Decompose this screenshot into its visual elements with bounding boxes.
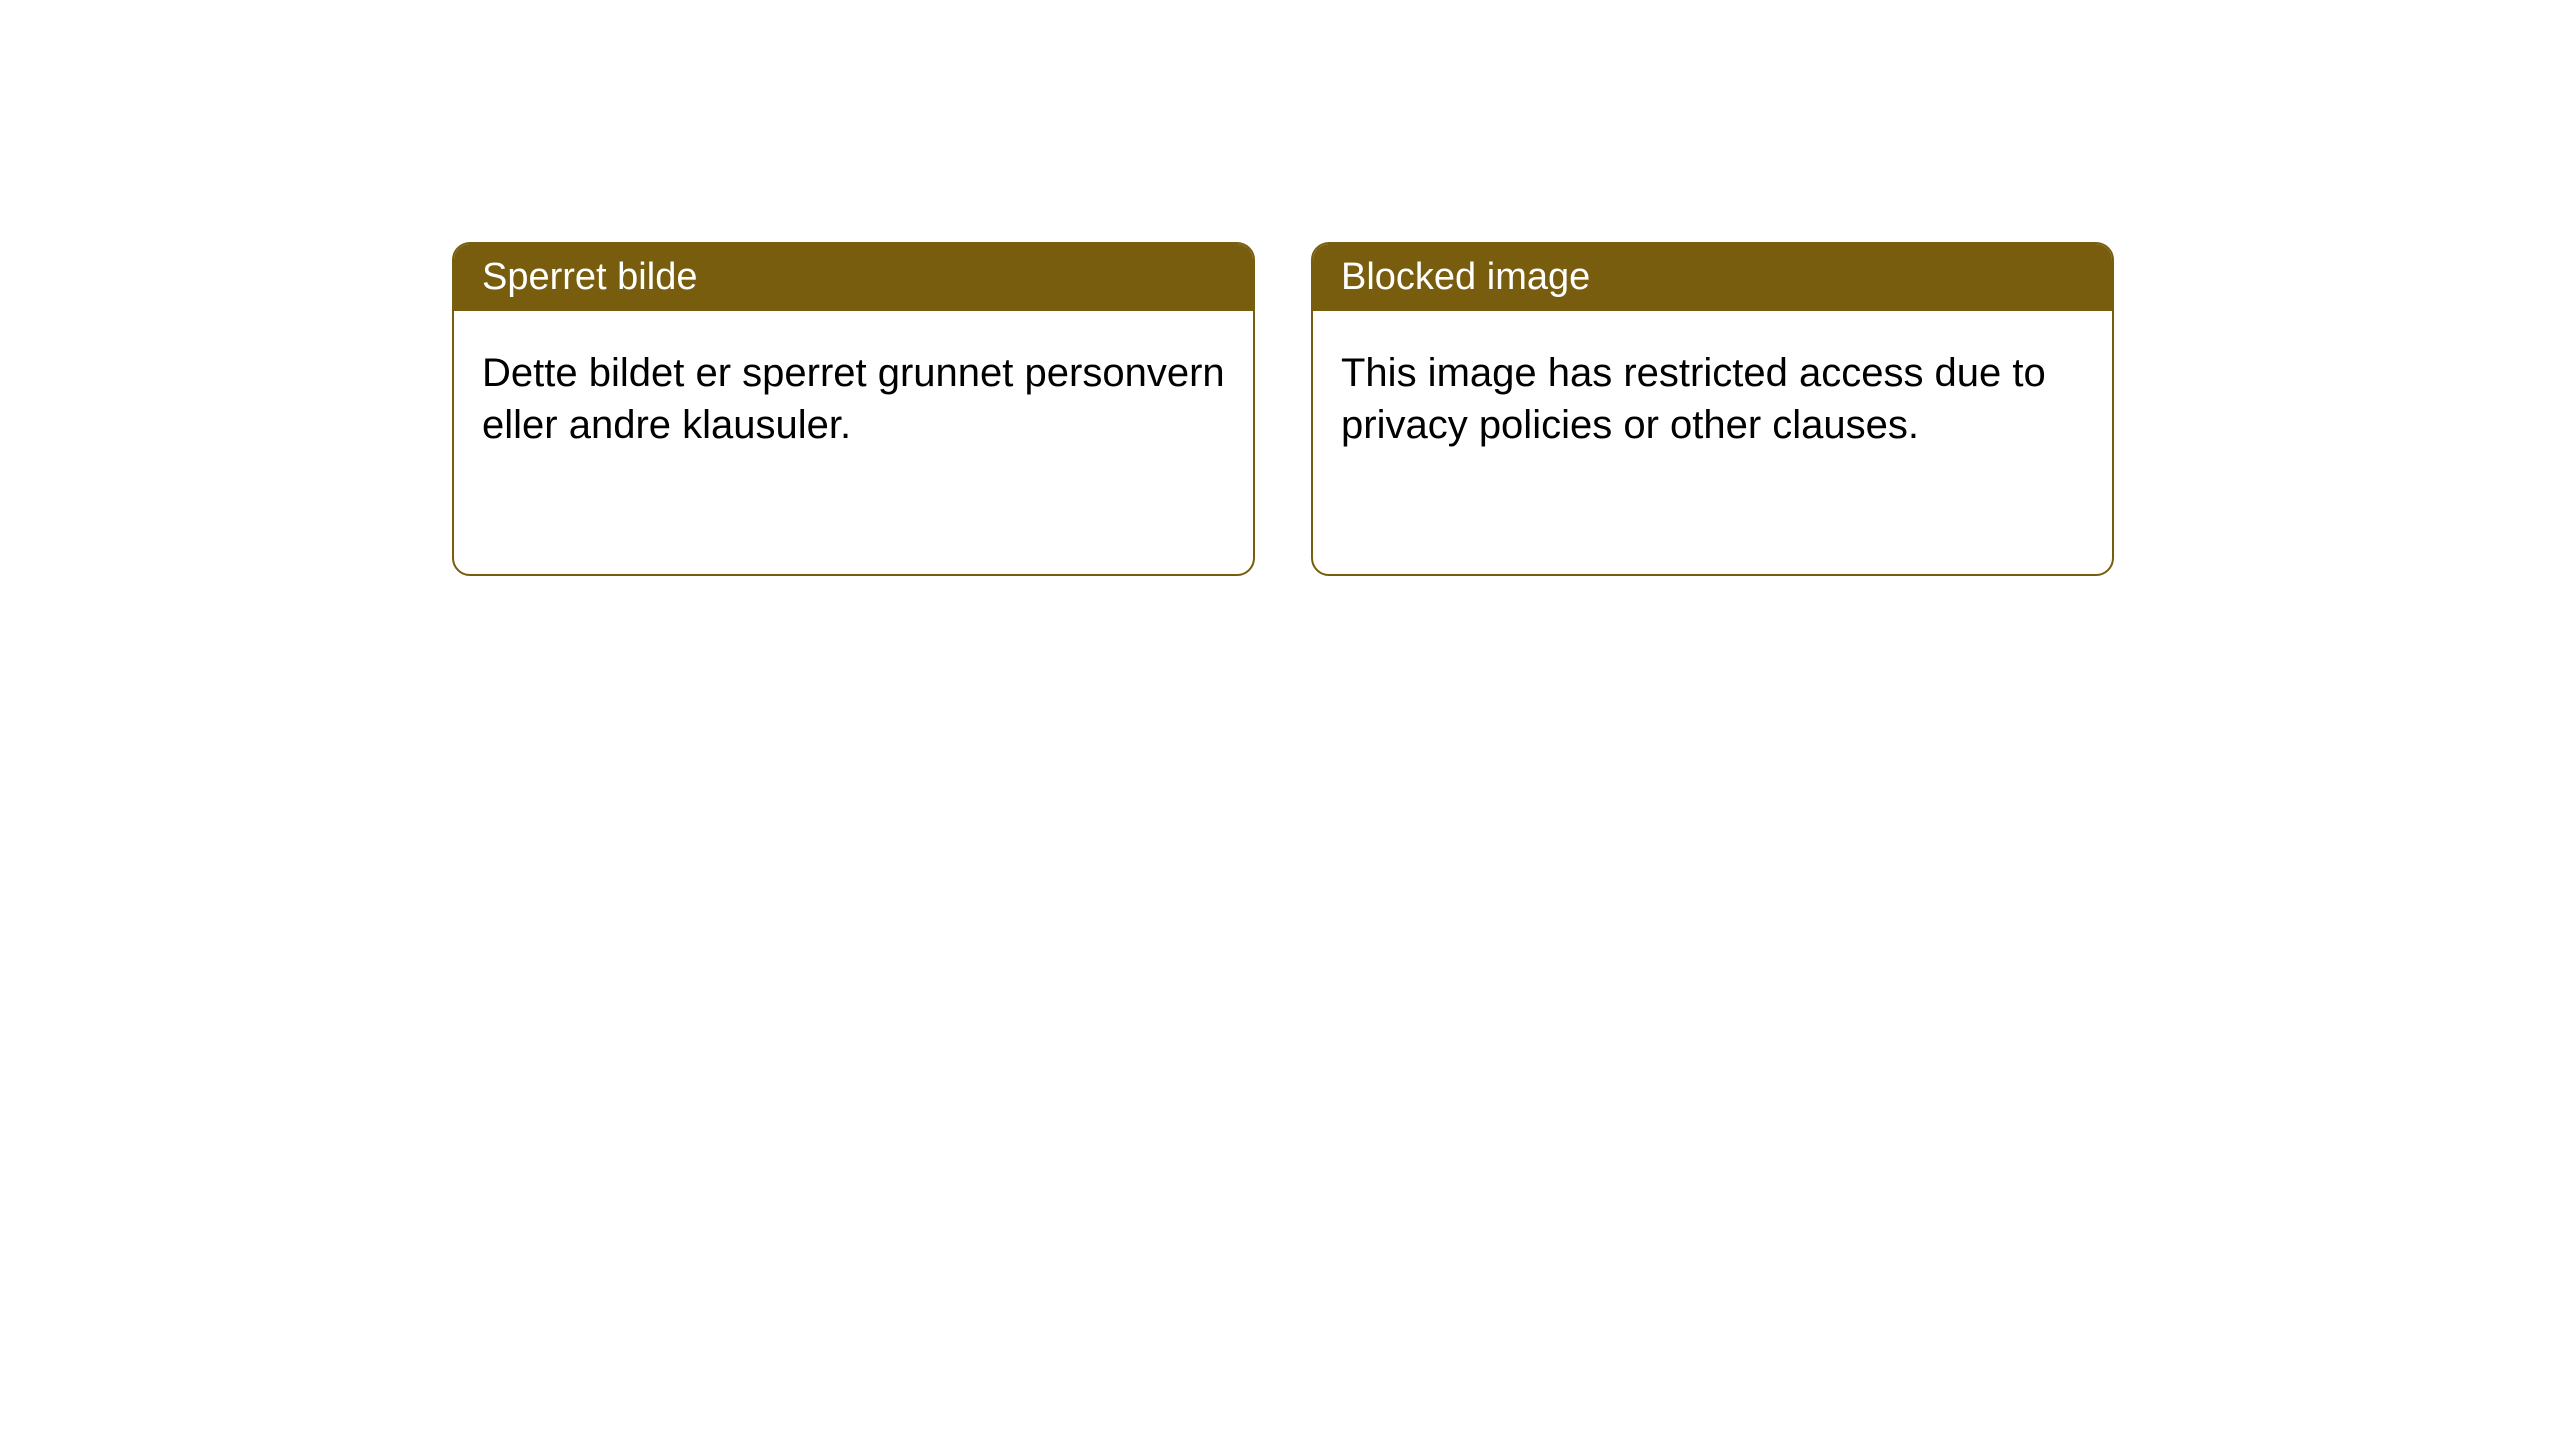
notice-body-english: This image has restricted access due to …: [1313, 311, 2112, 487]
notice-card-norwegian: Sperret bilde Dette bildet er sperret gr…: [452, 242, 1255, 576]
notice-card-english: Blocked image This image has restricted …: [1311, 242, 2114, 576]
notice-container: Sperret bilde Dette bildet er sperret gr…: [452, 242, 2560, 576]
notice-title-english: Blocked image: [1313, 244, 2112, 311]
notice-body-norwegian: Dette bildet er sperret grunnet personve…: [454, 311, 1253, 487]
notice-title-norwegian: Sperret bilde: [454, 244, 1253, 311]
